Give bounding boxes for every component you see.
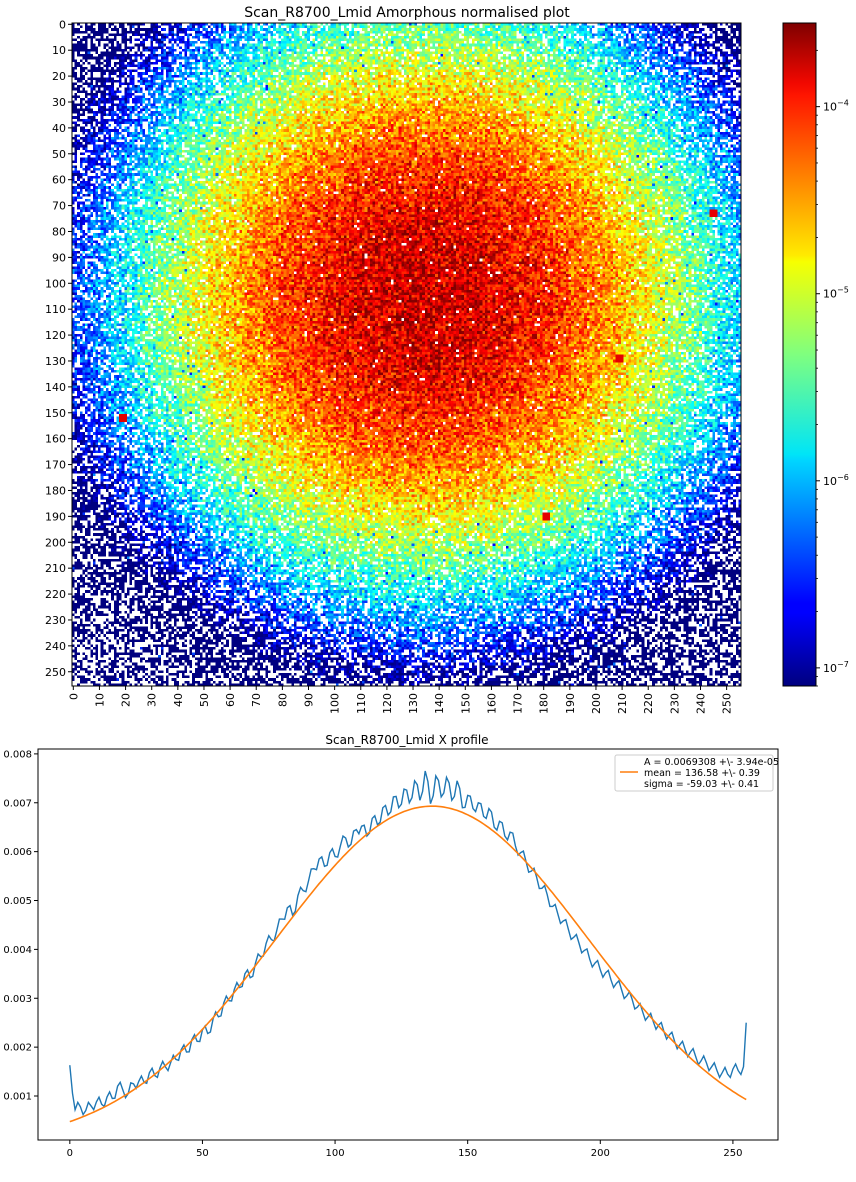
y-tick-label: 70 — [52, 200, 66, 213]
x-tick-label: 220 — [642, 693, 655, 714]
x-tick-label: 10 — [93, 693, 106, 707]
colorbar: 10−4 10−5 10−6 10−7 — [782, 22, 849, 687]
x-tick-label: 50 — [196, 1148, 209, 1159]
y-tick-label: 200 — [45, 536, 66, 549]
heatmap-chart: Scan_R8700_Lmid Amorphous normalised plo… — [45, 5, 742, 714]
y-tick-label: 40 — [52, 122, 66, 135]
heatmap-x-axis: 0 10 20 30 40 50 60 70 80 90 100 110 120 130 140 150 160… — [67, 686, 734, 714]
legend-line-amplitude: A = 0.0069308 +\- 3.94e-05 — [644, 757, 779, 768]
y-tick-label: 190 — [45, 510, 66, 523]
y-tick-label: 60 — [52, 174, 66, 187]
heatmap-title: Scan_R8700_Lmid Amorphous normalised plo… — [244, 5, 570, 21]
y-tick-label: 230 — [45, 614, 66, 627]
x-tick-label: 110 — [355, 693, 368, 714]
legend-line-mean: mean = 136.58 +\- 0.39 — [644, 768, 760, 779]
y-tick-label: 0 — [59, 18, 66, 31]
y-tick-label: 220 — [45, 588, 66, 601]
x-tick-label: 170 — [512, 693, 525, 714]
x-tick-label: 190 — [564, 693, 577, 714]
x-tick-label: 70 — [250, 693, 263, 707]
y-tick-label: 100 — [45, 277, 66, 290]
y-tick-label: 150 — [45, 407, 66, 420]
colorbar-tick-label: 10−4 — [823, 99, 849, 114]
x-tick-label: 80 — [276, 693, 289, 707]
x-tick-label: 100 — [326, 1148, 345, 1159]
colorbar-tick-label: 10−7 — [823, 660, 849, 675]
y-tick-label: 90 — [52, 251, 66, 264]
x-tick-label: 40 — [172, 693, 185, 707]
y-tick-label: 10 — [52, 44, 66, 57]
y-tick-label: 210 — [45, 562, 66, 575]
x-tick-label: 140 — [433, 693, 446, 714]
y-tick-label: 0.003 — [3, 994, 32, 1005]
profile-y-axis: 0.001 0.002 0.003 0.004 0.005 0.006 0.007 0.008 — [3, 749, 38, 1103]
legend-box — [614, 754, 774, 792]
heatmap-image — [72, 23, 741, 686]
y-tick-label: 20 — [52, 70, 66, 83]
x-tick-label: 200 — [590, 693, 603, 714]
y-tick-label: 50 — [52, 148, 66, 161]
x-tick-label: 30 — [146, 693, 159, 707]
y-tick-label: 170 — [45, 459, 66, 472]
y-tick-label: 0.001 — [3, 1092, 32, 1103]
y-tick-label: 0.005 — [3, 896, 32, 907]
heatmap-y-axis: 0 10 20 30 40 50 60 70 80 90 100 110 120 130 140 150 160… — [45, 18, 72, 679]
x-tick-label: 250 — [723, 1148, 742, 1159]
x-tick-label: 100 — [329, 693, 342, 714]
y-tick-label: 30 — [52, 96, 66, 109]
y-tick-label: 0.007 — [3, 798, 32, 809]
heatmap-cells — [72, 23, 741, 686]
profile-data-line — [69, 770, 747, 1117]
x-tick-label: 180 — [538, 693, 551, 714]
x-tick-label: 20 — [120, 693, 133, 707]
x-tick-label: 90 — [303, 693, 316, 707]
x-tick-label: 150 — [459, 693, 472, 714]
profile-chart: Scan_R8700_Lmid X profile 0.0010.0020.00… — [3, 733, 779, 1159]
x-tick-label: 200 — [591, 1148, 610, 1159]
y-tick-label: 110 — [45, 303, 66, 316]
y-tick-label: 0.004 — [3, 945, 32, 956]
x-tick-label: 50 — [198, 693, 211, 707]
x-tick-label: 150 — [458, 1148, 477, 1159]
colorbar-ticks: 10−4 10−5 10−6 10−7 — [816, 49, 849, 687]
heatmap-frame — [71, 22, 742, 687]
x-tick-label: 120 — [381, 693, 394, 714]
colorbar-tick-label: 10−6 — [823, 473, 849, 488]
x-tick-label: 0 — [67, 693, 80, 700]
x-tick-label: 0 — [67, 1148, 73, 1159]
x-tick-label: 130 — [407, 693, 420, 714]
x-tick-label: 210 — [616, 693, 629, 714]
y-tick-label: 250 — [45, 666, 66, 679]
y-tick-label: 0.006 — [3, 847, 32, 858]
y-tick-label: 120 — [45, 329, 66, 342]
colorbar-tick-label: 10−5 — [823, 286, 849, 301]
legend: A = 0.0069308 +\- 3.94e-05 mean = 136.58… — [614, 754, 779, 792]
profile-fit-line — [69, 805, 747, 1123]
x-tick-label: 250 — [721, 693, 734, 714]
y-tick-label: 0.008 — [3, 749, 32, 760]
y-tick-label: 140 — [45, 381, 66, 394]
y-tick-label: 160 — [45, 433, 66, 446]
y-tick-label: 240 — [45, 640, 66, 653]
profile-frame — [37, 748, 779, 1141]
profile-title: Scan_R8700_Lmid X profile — [325, 733, 488, 747]
profile-x-axis: 0 50 100 150 200 250 — [67, 1140, 742, 1159]
legend-line-sigma: sigma = -59.03 +\- 0.41 — [644, 779, 759, 790]
y-tick-label: 0.002 — [3, 1043, 32, 1054]
x-tick-label: 240 — [694, 693, 707, 714]
colorbar-gradient — [782, 22, 817, 687]
y-tick-label: 130 — [45, 355, 66, 368]
x-tick-label: 160 — [485, 693, 498, 714]
x-tick-label: 230 — [668, 693, 681, 714]
y-tick-label: 80 — [52, 225, 66, 238]
y-tick-label: 180 — [45, 484, 66, 497]
x-tick-label: 60 — [224, 693, 237, 707]
